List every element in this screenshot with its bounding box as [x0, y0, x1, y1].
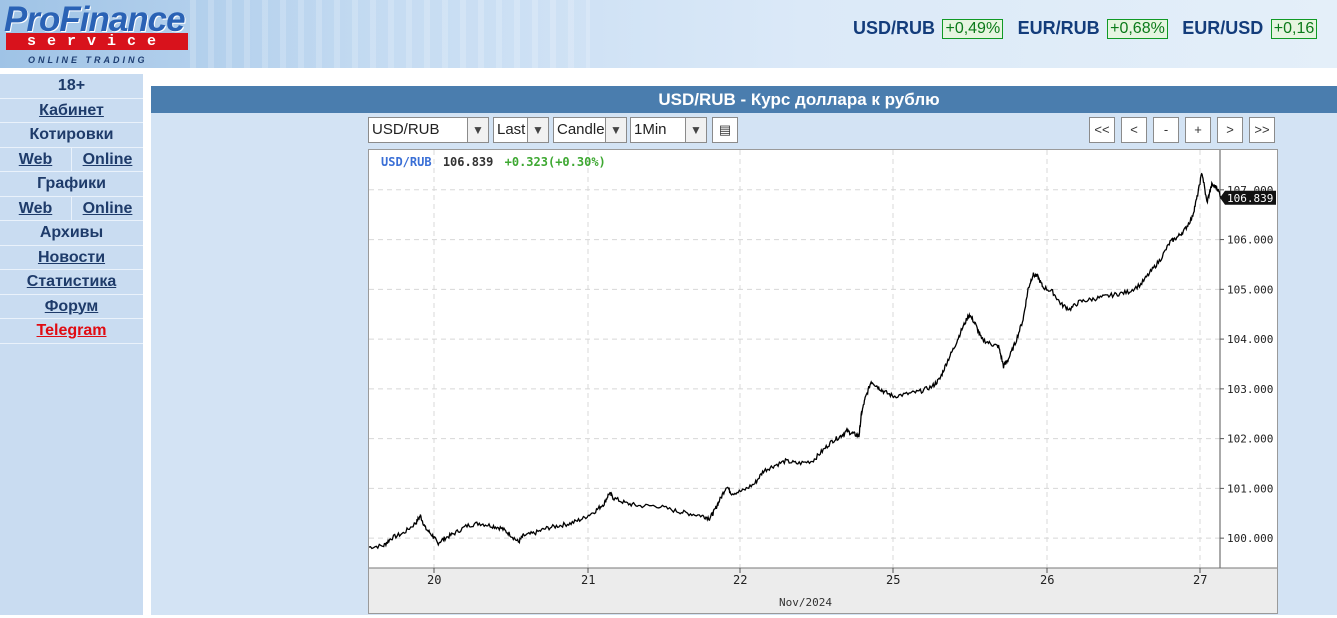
legend-last: 106.839	[443, 155, 494, 169]
price-type-value: Last	[497, 121, 526, 138]
cabinet-link[interactable]: Кабинет	[39, 101, 104, 119]
quotes-heading: Котировки	[29, 126, 114, 143]
x-axis-band	[369, 568, 1277, 613]
quotes-online-link[interactable]: Online	[82, 150, 133, 168]
x-tick-label: 22	[733, 573, 747, 587]
x-month-label: Nov/2024	[779, 596, 832, 609]
y-tick-label: 104.000	[1227, 333, 1273, 346]
zoom-out-button[interactable]: -	[1153, 117, 1179, 143]
forum-link[interactable]: Форум	[44, 297, 99, 315]
ticker-eurrub[interactable]: EUR/RUB +0,68%	[1018, 18, 1168, 39]
last-price-label: 106.839	[1220, 190, 1276, 205]
indicators-button[interactable]: ▤	[712, 117, 738, 143]
age-label: 18+	[57, 77, 86, 94]
chart-legend: USD/RUB 106.839 +0.323(+0.30%)	[381, 155, 606, 169]
chart-style-select[interactable]: Candle ▼	[553, 117, 627, 143]
ticker-change: +0,49%	[942, 18, 1004, 39]
site-header: ProFinance service ONLINE TRADING USD/RU…	[0, 0, 1337, 68]
sidebar-item-stats: Статистика	[0, 270, 143, 295]
y-tick-label: 100.000	[1227, 532, 1273, 545]
price-chart[interactable]: 100.000 101.000 102.000 103.000 104.000 105.0…	[368, 149, 1278, 614]
sidebar-item-archives: Архивы	[0, 221, 143, 246]
nav-first-button[interactable]: <<	[1089, 117, 1115, 143]
stats-link[interactable]: Статистика	[26, 273, 117, 290]
chevron-down-icon: ▼	[605, 118, 626, 142]
y-tick-label: 103.000	[1227, 383, 1273, 396]
charts-heading: Графики	[37, 175, 106, 192]
sidebar-item-charts: Графики	[0, 172, 143, 197]
news-link[interactable]: Новости	[37, 248, 106, 266]
sidebar-item-age: 18+	[0, 74, 143, 99]
interval-select[interactable]: 1Min ▼	[630, 117, 707, 143]
last-price-text: 106.839	[1227, 192, 1273, 205]
ticker-pair: USD/RUB	[853, 18, 936, 38]
y-tick-label: 102.000	[1227, 433, 1273, 446]
chart-svg: 100.000 101.000 102.000 103.000 104.000 105.0…	[368, 150, 1277, 613]
y-tick-label: 105.000	[1227, 283, 1273, 296]
price-line	[368, 172, 1223, 550]
charts-online-link[interactable]: Online	[82, 199, 133, 217]
logo-brand: ProFinance	[4, 0, 186, 39]
x-tick-label: 25	[886, 573, 900, 587]
list-icon: ▤	[718, 122, 732, 137]
header-decoration	[190, 0, 590, 68]
ticker-pair: EUR/RUB	[1017, 18, 1100, 38]
symbol-select[interactable]: USD/RUB ▼	[368, 117, 489, 143]
chart-panel: USD/RUB ▼ Last ▼ Candle ▼ 1Min ▼ ▤ << < …	[151, 113, 1337, 615]
nav-prev-button[interactable]: <	[1121, 117, 1147, 143]
x-tick-label: 27	[1193, 573, 1207, 587]
ticker-usdrub[interactable]: USD/RUB +0,49%	[853, 18, 1004, 39]
y-tick-label: 101.000	[1227, 482, 1273, 495]
telegram-link[interactable]: Telegram	[36, 322, 107, 339]
x-ticks: 20 21 22 25 26 27	[427, 568, 1207, 587]
sidebar-item-forum: Форум	[0, 295, 143, 319]
sidebar-item-news: Новости	[0, 246, 143, 270]
interval-value: 1Min	[634, 121, 667, 138]
archives-heading: Архивы	[39, 224, 104, 241]
chevron-down-icon: ▼	[527, 118, 548, 142]
last-price-marker	[1220, 190, 1276, 205]
chevron-down-icon: ▼	[685, 118, 706, 142]
price-type-select[interactable]: Last ▼	[493, 117, 549, 143]
sidebar-item-charts-links: Web Online	[0, 196, 143, 221]
legend-change: +0.323(+0.30%)	[505, 155, 606, 169]
chart-grid	[369, 150, 1220, 568]
ticker-pair: EUR/USD	[1182, 18, 1264, 38]
logo-tagline: ONLINE TRADING	[28, 55, 148, 65]
sidebar-nav: 18+ Кабинет Котировки Web Online Графики…	[0, 74, 143, 615]
main-content: USD/RUB - Курс доллара к рублю USD/RUB ▼…	[143, 68, 1337, 615]
legend-symbol: USD/RUB	[381, 155, 432, 169]
ticker-eurusd[interactable]: EUR/USD +0,16	[1182, 18, 1318, 39]
symbol-value: USD/RUB	[372, 121, 440, 138]
sidebar-item-telegram: Telegram	[0, 319, 143, 344]
x-tick-label: 26	[1040, 573, 1054, 587]
nav-next-button[interactable]: >	[1217, 117, 1243, 143]
ticker-change: +0,16	[1270, 18, 1318, 39]
logo-sub: service	[6, 33, 188, 50]
x-tick-label: 21	[581, 573, 595, 587]
sidebar-item-quotes: Котировки	[0, 123, 143, 148]
charts-web-link[interactable]: Web	[0, 196, 72, 220]
y-tick-label: 106.000	[1227, 234, 1273, 247]
sidebar-item-quotes-links: Web Online	[0, 147, 143, 172]
page-title: USD/RUB - Курс доллара к рублю	[151, 86, 1337, 113]
ticker-change: +0,68%	[1107, 18, 1168, 39]
sidebar-item-cabinet: Кабинет	[0, 99, 143, 123]
chevron-down-icon: ▼	[467, 118, 488, 142]
ticker-strip: USD/RUB +0,49% EUR/RUB +0,68% EUR/USD +0…	[853, 18, 1327, 44]
site-logo[interactable]: ProFinance service ONLINE TRADING	[4, 0, 190, 66]
nav-last-button[interactable]: >>	[1249, 117, 1275, 143]
quotes-web-link[interactable]: Web	[0, 147, 72, 171]
x-tick-label: 20	[427, 573, 441, 587]
zoom-in-button[interactable]: +	[1185, 117, 1211, 143]
chart-style-value: Candle	[557, 121, 605, 138]
sidebar-menu: 18+ Кабинет Котировки Web Online Графики…	[0, 74, 143, 344]
